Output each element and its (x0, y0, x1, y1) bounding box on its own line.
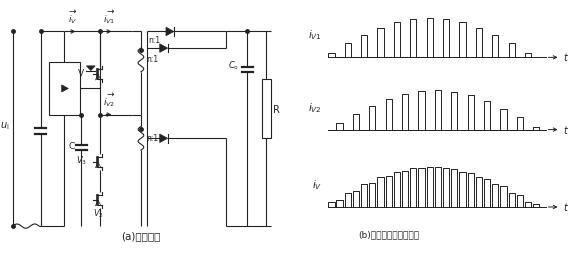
Polygon shape (166, 27, 174, 36)
Text: V: V (78, 69, 85, 77)
Text: (b)输入电流波形示意图: (b)输入电流波形示意图 (359, 231, 420, 240)
Polygon shape (160, 134, 168, 143)
Text: n:1: n:1 (148, 36, 160, 45)
Text: $\overrightarrow{i_V}$: $\overrightarrow{i_V}$ (68, 9, 78, 26)
Text: $t$: $t$ (563, 51, 569, 63)
Bar (262, 79, 271, 138)
Text: $\overrightarrow{i_{V1}}$: $\overrightarrow{i_{V1}}$ (103, 9, 115, 26)
Text: $V_3$: $V_3$ (76, 155, 87, 167)
Text: $t$: $t$ (563, 201, 569, 213)
Bar (49, 62, 80, 115)
Text: $i_{V2}$: $i_{V2}$ (308, 101, 322, 115)
Text: $u_{\rm i}$: $u_{\rm i}$ (0, 120, 9, 132)
Text: $t$: $t$ (563, 124, 569, 136)
Text: $i_V$: $i_V$ (311, 178, 322, 192)
Polygon shape (61, 85, 68, 92)
Text: $i_{V1}$: $i_{V1}$ (308, 29, 322, 42)
Text: n:1: n:1 (147, 55, 159, 64)
Text: $C_{\rm o}$: $C_{\rm o}$ (229, 60, 240, 72)
Text: $V_2$: $V_2$ (93, 208, 104, 221)
Text: R: R (273, 105, 280, 115)
Text: (a)电路原理: (a)电路原理 (121, 231, 161, 241)
Text: n:1: n:1 (147, 134, 159, 143)
Text: $\overrightarrow{i_{V2}}$: $\overrightarrow{i_{V2}}$ (103, 92, 115, 109)
Text: C: C (68, 142, 75, 151)
Polygon shape (160, 44, 168, 52)
Polygon shape (86, 66, 95, 70)
